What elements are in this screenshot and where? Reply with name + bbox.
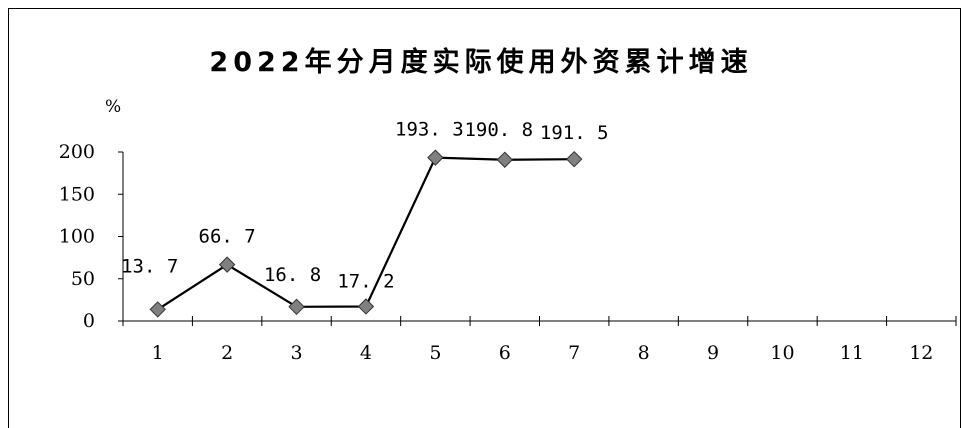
data-label: 66. 7 (199, 226, 256, 248)
x-tick-label: 8 (638, 342, 650, 364)
x-tick-label: 11 (840, 342, 864, 364)
data-point-marker (357, 298, 375, 315)
y-tick-label: 0 (83, 310, 95, 332)
x-tick-label: 12 (909, 342, 933, 364)
y-axis-unit-label: % (105, 97, 122, 117)
x-tick-label: 7 (568, 342, 580, 364)
data-point-marker (566, 150, 583, 168)
data-label: 17. 2 (337, 270, 394, 292)
data-point-marker (218, 256, 236, 273)
data-label: 16. 8 (264, 264, 321, 286)
x-tick-label: 5 (429, 342, 441, 364)
y-tick-label: 100 (59, 226, 95, 248)
y-tick-label: 150 (59, 183, 95, 205)
data-label: 13. 7 (121, 255, 178, 277)
x-tick-label: 6 (499, 342, 511, 364)
x-tick-label: 3 (290, 342, 302, 364)
y-tick-label: 50 (71, 268, 95, 290)
x-tick-label: 2 (221, 342, 233, 364)
chart-frame (8, 8, 961, 428)
data-point-marker (149, 301, 166, 318)
data-label: 191. 5 (540, 122, 609, 144)
data-point-marker (288, 298, 305, 316)
y-tick-label: 200 (59, 141, 95, 163)
x-tick-label: 1 (152, 342, 164, 364)
data-label: 193. 3 (395, 119, 464, 141)
data-point-marker (427, 149, 444, 166)
data-point-marker (496, 151, 513, 168)
x-tick-label: 10 (770, 342, 794, 364)
x-tick-label: 4 (360, 342, 372, 364)
chart-title: 2022年分月度实际使用外资累计增速 (209, 47, 753, 78)
data-label: 190. 8 (464, 119, 533, 141)
x-tick-label: 9 (707, 342, 719, 364)
